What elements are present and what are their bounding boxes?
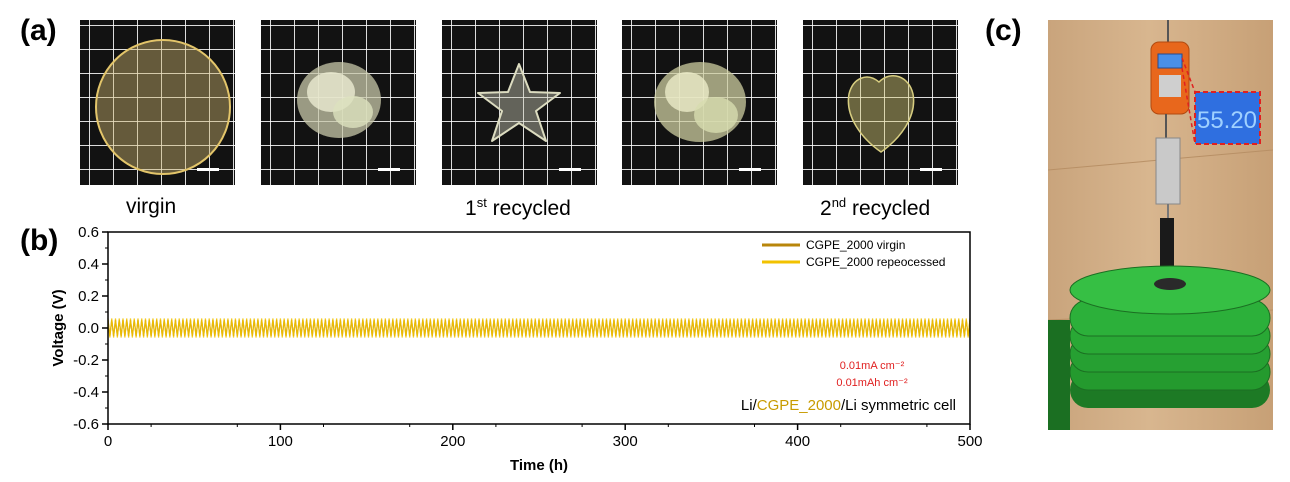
x-tick-label: 200 xyxy=(440,433,465,450)
caption-1st-recycled: 1st recycled xyxy=(465,195,571,221)
weight-test-illustration: 55.20 xyxy=(1048,20,1273,430)
scale-bar xyxy=(920,168,942,171)
y-tick-label: 0.0 xyxy=(78,320,99,337)
heart-film-shape xyxy=(847,75,915,153)
round-film-shape xyxy=(95,39,231,175)
star-film-shape xyxy=(477,63,561,142)
caption-ordinal: nd xyxy=(831,195,847,210)
axes-group: 0 100 200 300 400 500 -0.6 -0.4 -0.2 0.0 0.2 0.4 0.6 xyxy=(73,224,982,450)
x-tick-label: 300 xyxy=(613,433,638,450)
caption-virgin: virgin xyxy=(126,195,176,219)
panel-label-b: (b) xyxy=(20,224,59,257)
y-tick-label: -0.4 xyxy=(73,384,99,401)
x-axis-label: Time (h) xyxy=(510,457,568,474)
photo-star-recycled xyxy=(442,20,597,185)
annotation-current-density: 0.01mA cm⁻² xyxy=(840,360,905,372)
caption-rest: recycled xyxy=(846,197,931,220)
cell-prefix: Li/ xyxy=(741,397,758,414)
legend: CGPE_2000 virgin CGPE_2000 repeocessed xyxy=(762,238,945,269)
photo-weight-test: 55.20 xyxy=(1048,20,1273,430)
scale-bar xyxy=(739,168,761,171)
scale-bar xyxy=(197,168,219,171)
cell-material: CGPE_2000 xyxy=(757,397,841,414)
hanging-scale-device xyxy=(1150,41,1190,115)
weight-plates-stack xyxy=(1069,265,1271,408)
cell-suffix: /Li symmetric cell xyxy=(841,397,956,414)
panel-label-c: (c) xyxy=(985,14,1022,47)
scale-bar xyxy=(378,168,400,171)
scale-bar xyxy=(559,168,581,171)
strap-clamp xyxy=(1155,137,1181,205)
y-axis-label: Voltage (V) xyxy=(50,289,67,366)
scale-readout: 55.20 xyxy=(1197,107,1257,134)
series-line-reprocessed xyxy=(107,318,971,338)
panel-label-a: (a) xyxy=(20,14,57,47)
caption-ordinal: st xyxy=(476,195,487,210)
scale-zoom-inset: 55.20 xyxy=(1181,57,1261,145)
x-tick-label: 100 xyxy=(268,433,293,450)
y-tick-label: -0.2 xyxy=(73,352,99,369)
annotation-areal-capacity: 0.01mAh cm⁻² xyxy=(836,377,908,389)
y-tick-label: 0.6 xyxy=(78,224,99,241)
y-tick-label: -0.6 xyxy=(73,416,99,433)
shredded-film-shape xyxy=(654,62,746,142)
y-tick-label: 0.4 xyxy=(78,256,99,273)
loading-bar xyxy=(1160,218,1174,278)
series-group xyxy=(107,318,971,338)
legend-label-virgin: CGPE_2000 virgin xyxy=(806,238,905,252)
caption-virgin-text: virgin xyxy=(126,195,177,218)
x-tick-label: 400 xyxy=(785,433,810,450)
caption-2nd-recycled: 2nd recycled xyxy=(820,195,930,221)
caption-number: 1 xyxy=(465,197,477,220)
shredded-film-shape xyxy=(297,62,381,138)
photo-heart-recycled xyxy=(803,20,958,185)
caption-rest: recycled xyxy=(486,197,571,220)
y-tick-label: 0.2 xyxy=(78,288,99,305)
legend-label-reprocessed: CGPE_2000 repeocessed xyxy=(806,255,945,269)
photo-virgin-disk xyxy=(80,20,235,185)
x-tick-label: 0 xyxy=(104,433,112,450)
photo-shredded-1 xyxy=(261,20,416,185)
photo-shredded-2 xyxy=(622,20,777,185)
caption-number: 2 xyxy=(820,197,832,220)
voltage-chart: 0 100 200 300 400 500 -0.6 -0.4 -0.2 0.0 0.2 0.4 0.6… xyxy=(50,224,983,474)
x-tick-label: 500 xyxy=(957,433,982,450)
annotation-cell: Li/CGPE_2000/Li symmetric cell xyxy=(741,397,956,414)
